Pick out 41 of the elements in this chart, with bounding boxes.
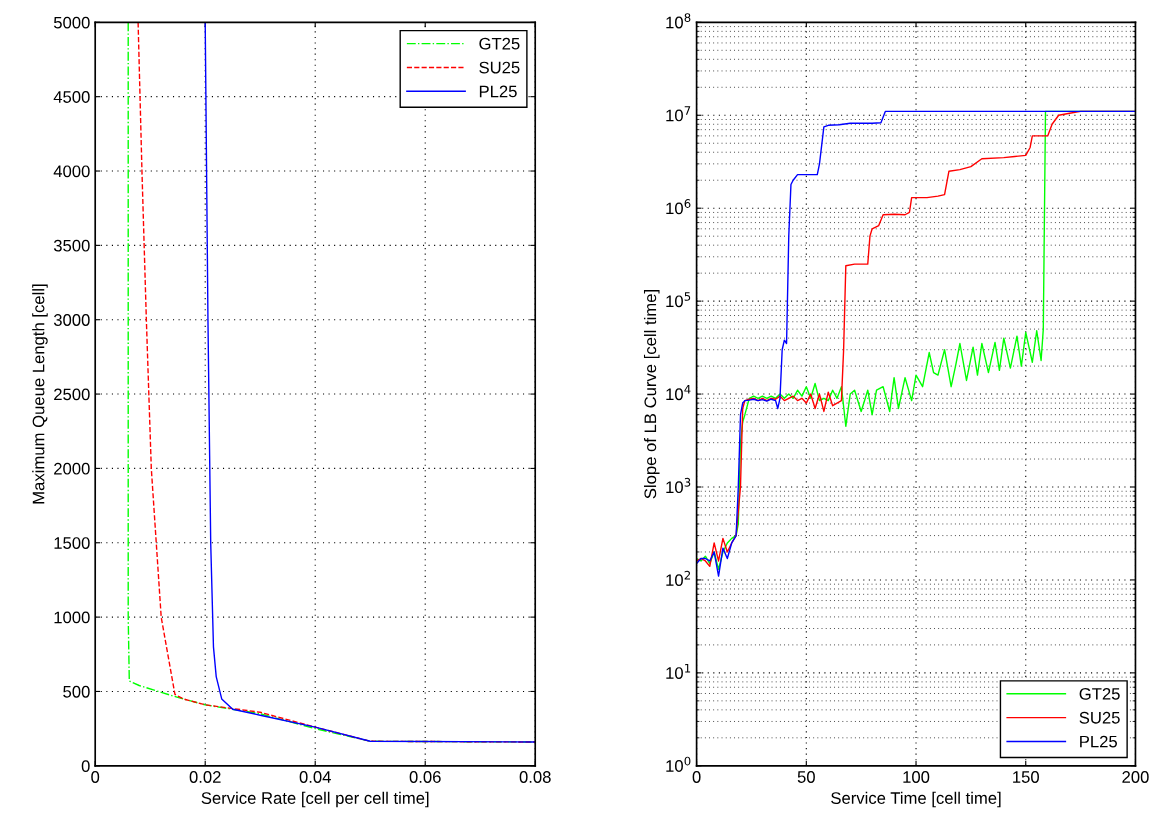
- line-series: [204, 22, 536, 743]
- y-tick-label: 2500: [54, 388, 90, 401]
- legend-label: SU25: [1079, 711, 1120, 724]
- y-tick-label: 1000: [54, 611, 90, 624]
- y-tick-label: 5000: [53, 16, 90, 29]
- x-axis-title: Service Rate [cell per cell time]: [201, 791, 429, 808]
- y-tick-label: 10$^{3}$: [666, 477, 691, 494]
- y-tick-label: 10$^{8}$: [666, 13, 691, 29]
- x-tick-label: 150: [1013, 771, 1039, 783]
- y-tick-label: 0: [81, 760, 90, 773]
- y-tick-label: 10$^{7}$: [666, 106, 691, 122]
- x-tick-label: 0: [91, 771, 100, 783]
- x-tick-label: 0.04: [299, 771, 331, 783]
- y-tick-label: 4000: [53, 165, 90, 178]
- legend-label: GT25: [1079, 687, 1120, 700]
- legend-label: PL25: [479, 85, 517, 98]
- y-tick-label: 10$^{5}$: [666, 292, 691, 308]
- y-axis-title: Slope of LB Curve [cell time]: [643, 290, 660, 499]
- y-tick-label: 4500: [53, 91, 90, 103]
- legend-label: SU25: [479, 61, 520, 74]
- y-tick-label: 3000: [53, 314, 90, 326]
- legend-label: GT25: [479, 37, 520, 50]
- x-tick-label: 100: [903, 771, 930, 783]
- x-axis-title: Service Time [cell time]: [831, 791, 1001, 808]
- y-tick-label: 10$^{4}$: [666, 385, 691, 401]
- x-tick-label: 200: [1122, 771, 1149, 783]
- x-tick-label: 50: [797, 771, 815, 783]
- y-tick-label: 10$^{1}$: [666, 663, 691, 679]
- y-tick-label: 10$^{0}$: [666, 756, 691, 772]
- y-tick-label: 10$^{2}$: [666, 570, 691, 587]
- x-tick-label: 0.08: [519, 771, 551, 783]
- y-tick-label: 3500: [53, 239, 90, 252]
- y-tick-label: 1500: [54, 537, 90, 549]
- y-tick-label: 500: [63, 685, 90, 698]
- legend-label: PL25: [1080, 735, 1117, 748]
- x-tick-label: 0: [692, 771, 701, 783]
- y-tick-label: 10$^{6}$: [666, 199, 691, 215]
- y-axis-title: Maximum Queue Length [cell]: [32, 284, 48, 504]
- x-tick-label: 0.06: [409, 771, 441, 783]
- x-tick-label: 0.02: [189, 771, 221, 783]
- y-tick-label: 2000: [54, 462, 90, 475]
